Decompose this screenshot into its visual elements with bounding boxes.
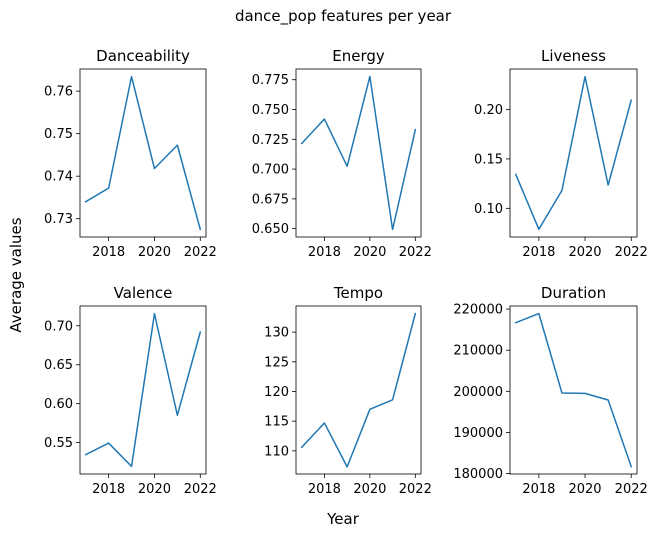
danceability-series-line (84, 75, 202, 231)
valence-xtick-label: 2022 (184, 482, 217, 497)
duration-series-line (514, 312, 633, 468)
danceability-title: Danceability (96, 47, 190, 65)
energy-xtick-label: 2018 (308, 245, 341, 260)
valence-ytick-label: 0.60 (44, 397, 73, 412)
valence-series-line (84, 312, 202, 468)
duration-title: Duration (541, 284, 606, 302)
tempo-xtick-label: 2020 (353, 482, 386, 497)
tempo-xtick-label: 2018 (308, 482, 341, 497)
tempo-ytick-label: 130 (264, 326, 289, 341)
energy-title: Energy (332, 47, 385, 65)
tempo-xtick-label: 2022 (399, 482, 432, 497)
energy-panel: Energy 2018 2020 2022 0.650 0.675 0.700 0.725 0.… (252, 47, 432, 260)
liveness-series-line (514, 75, 633, 231)
duration-xtick-label: 2022 (615, 482, 648, 497)
danceability-ytick-label: 0.75 (44, 127, 73, 142)
valence-panel: Valence 2018 2020 2022 0.55 0.60 0.65 0.70 (44, 284, 217, 497)
subplot-grid: Danceability 2018 2020 2022 0.73 0.74 0.75 0.76… (44, 47, 648, 497)
energy-ytick-label: 0.725 (252, 133, 289, 148)
duration-xtick-label: 2018 (522, 482, 555, 497)
liveness-ytick-label: 0.10 (474, 202, 503, 217)
energy-ytick-label: 0.700 (252, 163, 289, 178)
tempo-ytick-label: 125 (264, 355, 289, 370)
valence-ytick-label: 0.70 (44, 319, 73, 334)
energy-ytick-label: 0.650 (252, 222, 289, 237)
duration-xtick-label: 2020 (568, 482, 601, 497)
tempo-ytick-label: 110 (264, 444, 289, 459)
valence-xtick-label: 2020 (138, 482, 171, 497)
valence-title: Valence (114, 284, 173, 302)
energy-xtick-label: 2022 (399, 245, 432, 260)
duration-ytick-label: 180000 (453, 467, 503, 482)
energy-series-line (300, 75, 417, 231)
figure-ylabel: Average values (7, 217, 25, 332)
figure-xlabel: Year (326, 510, 360, 528)
tempo-ytick-label: 120 (264, 385, 289, 400)
liveness-panel: Liveness 2018 2020 2022 0.10 0.15 0.20 (474, 47, 648, 260)
liveness-ytick-label: 0.20 (474, 103, 503, 118)
valence-axes-frame (79, 305, 207, 475)
danceability-xtick-label: 2022 (184, 245, 217, 260)
duration-ytick-label: 190000 (453, 426, 503, 441)
liveness-xtick-label: 2020 (568, 245, 601, 260)
energy-ytick-label: 0.775 (252, 73, 289, 88)
danceability-ytick-label: 0.76 (44, 85, 73, 100)
duration-ytick-label: 210000 (453, 344, 503, 359)
tempo-title: Tempo (333, 284, 383, 302)
tempo-axes-frame (295, 305, 422, 475)
duration-panel: Duration 2018 2020 2022 180000 190000 200000 21… (453, 284, 647, 497)
valence-ytick-label: 0.65 (44, 358, 73, 373)
liveness-xtick-label: 2022 (615, 245, 648, 260)
liveness-axes-frame (509, 68, 638, 238)
energy-ytick-label: 0.675 (252, 192, 289, 207)
danceability-ytick-label: 0.74 (44, 170, 73, 185)
figure-title: dance_pop features per year (235, 7, 452, 26)
danceability-xtick-label: 2018 (92, 245, 125, 260)
danceability-ytick-label: 0.73 (44, 212, 73, 227)
liveness-title: Liveness (541, 47, 606, 65)
tempo-panel: Tempo 2018 2020 2022 110 115 120 125 130 (264, 284, 432, 497)
energy-xtick-label: 2020 (353, 245, 386, 260)
danceability-xtick-label: 2020 (138, 245, 171, 260)
duration-ytick-label: 220000 (453, 303, 503, 318)
liveness-ytick-label: 0.15 (474, 152, 503, 167)
energy-ytick-label: 0.750 (252, 103, 289, 118)
liveness-xtick-label: 2018 (522, 245, 555, 260)
valence-ytick-label: 0.55 (44, 436, 73, 451)
duration-axes-frame (509, 305, 638, 475)
valence-xtick-label: 2018 (92, 482, 125, 497)
tempo-series-line (300, 312, 417, 468)
duration-ytick-label: 200000 (453, 385, 503, 400)
danceability-panel: Danceability 2018 2020 2022 0.73 0.74 0.75 0.76 (44, 47, 217, 260)
danceability-axes-frame (79, 68, 207, 238)
tempo-ytick-label: 115 (264, 415, 289, 430)
energy-axes-frame (295, 68, 422, 238)
